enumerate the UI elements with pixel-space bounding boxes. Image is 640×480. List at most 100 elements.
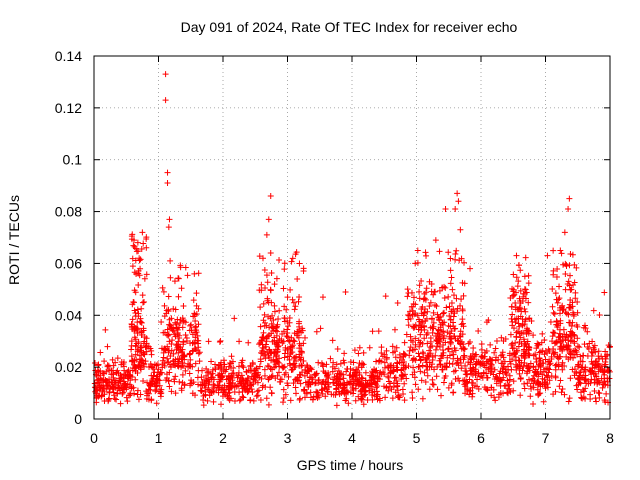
data-point (166, 383, 173, 390)
data-point (606, 375, 613, 382)
data-point (572, 295, 579, 302)
data-point (244, 385, 251, 392)
data-point (580, 368, 587, 375)
data-point (478, 341, 485, 348)
data-point (105, 396, 112, 403)
data-point (270, 317, 277, 324)
data-point (436, 357, 443, 364)
data-point (567, 286, 574, 293)
data-point (565, 278, 572, 285)
data-point (567, 272, 574, 279)
data-point (226, 383, 233, 390)
data-point (578, 364, 585, 371)
data-point (257, 356, 264, 363)
data-point (420, 312, 427, 319)
data-point (586, 367, 593, 374)
data-point (369, 389, 376, 396)
data-point (550, 329, 557, 336)
data-point (516, 323, 523, 330)
data-point (562, 260, 569, 267)
data-point (274, 328, 281, 335)
data-point (280, 395, 287, 402)
data-point (446, 360, 453, 367)
data-point (360, 401, 367, 408)
data-point (315, 359, 322, 366)
data-point (285, 323, 292, 330)
data-point (522, 254, 529, 261)
data-point (441, 332, 448, 339)
data-point (432, 346, 439, 353)
data-point (139, 357, 146, 364)
data-point (184, 272, 191, 279)
data-point (488, 365, 495, 372)
data-point (433, 337, 440, 344)
data-point (153, 383, 160, 390)
data-point (411, 369, 418, 376)
data-point (434, 386, 441, 393)
data-point (550, 309, 557, 316)
data-point (99, 384, 106, 391)
data-point (526, 345, 533, 352)
data-point (180, 303, 187, 310)
data-point (250, 381, 257, 388)
data-point (596, 311, 603, 318)
data-point (256, 341, 263, 348)
data-point (419, 318, 426, 325)
data-point (282, 346, 289, 353)
data-point (103, 386, 110, 393)
data-point (571, 351, 578, 358)
data-point (254, 392, 261, 399)
data-point (298, 349, 305, 356)
data-point (527, 383, 534, 390)
data-point (274, 321, 281, 328)
data-point (138, 245, 145, 252)
data-point (320, 378, 327, 385)
data-point (502, 336, 509, 343)
data-point (445, 384, 452, 391)
data-point (458, 321, 465, 328)
data-point (143, 244, 150, 251)
data-point (500, 363, 507, 370)
data-point (416, 363, 423, 370)
data-point (562, 270, 569, 277)
data-point (481, 362, 488, 369)
data-point (216, 378, 223, 385)
data-point (219, 373, 226, 380)
data-point (262, 343, 269, 350)
data-point (296, 260, 303, 267)
data-point (415, 350, 422, 357)
data-point (457, 226, 464, 233)
data-point (409, 394, 416, 401)
data-point (149, 364, 156, 371)
data-point (491, 366, 498, 373)
data-point (214, 372, 221, 379)
data-point (467, 265, 474, 272)
data-point (554, 353, 561, 360)
data-point (567, 375, 574, 382)
data-point (162, 97, 169, 104)
data-point (125, 368, 132, 375)
data-point (551, 310, 558, 317)
data-point (391, 375, 398, 382)
data-point (521, 380, 528, 387)
data-point (186, 327, 193, 334)
data-point (451, 345, 458, 352)
data-point (460, 377, 467, 384)
data-point (449, 361, 456, 368)
data-point (432, 302, 439, 309)
data-point (359, 396, 366, 403)
data-point (602, 381, 609, 388)
data-point (170, 328, 177, 335)
data-point (422, 289, 429, 296)
data-point (406, 312, 413, 319)
data-point (197, 381, 204, 388)
data-point (469, 384, 476, 391)
data-point (556, 283, 563, 290)
data-point (400, 391, 407, 398)
data-point (427, 299, 434, 306)
data-point (258, 337, 265, 344)
data-point (265, 313, 272, 320)
data-point (272, 341, 279, 348)
data-point (226, 359, 233, 366)
